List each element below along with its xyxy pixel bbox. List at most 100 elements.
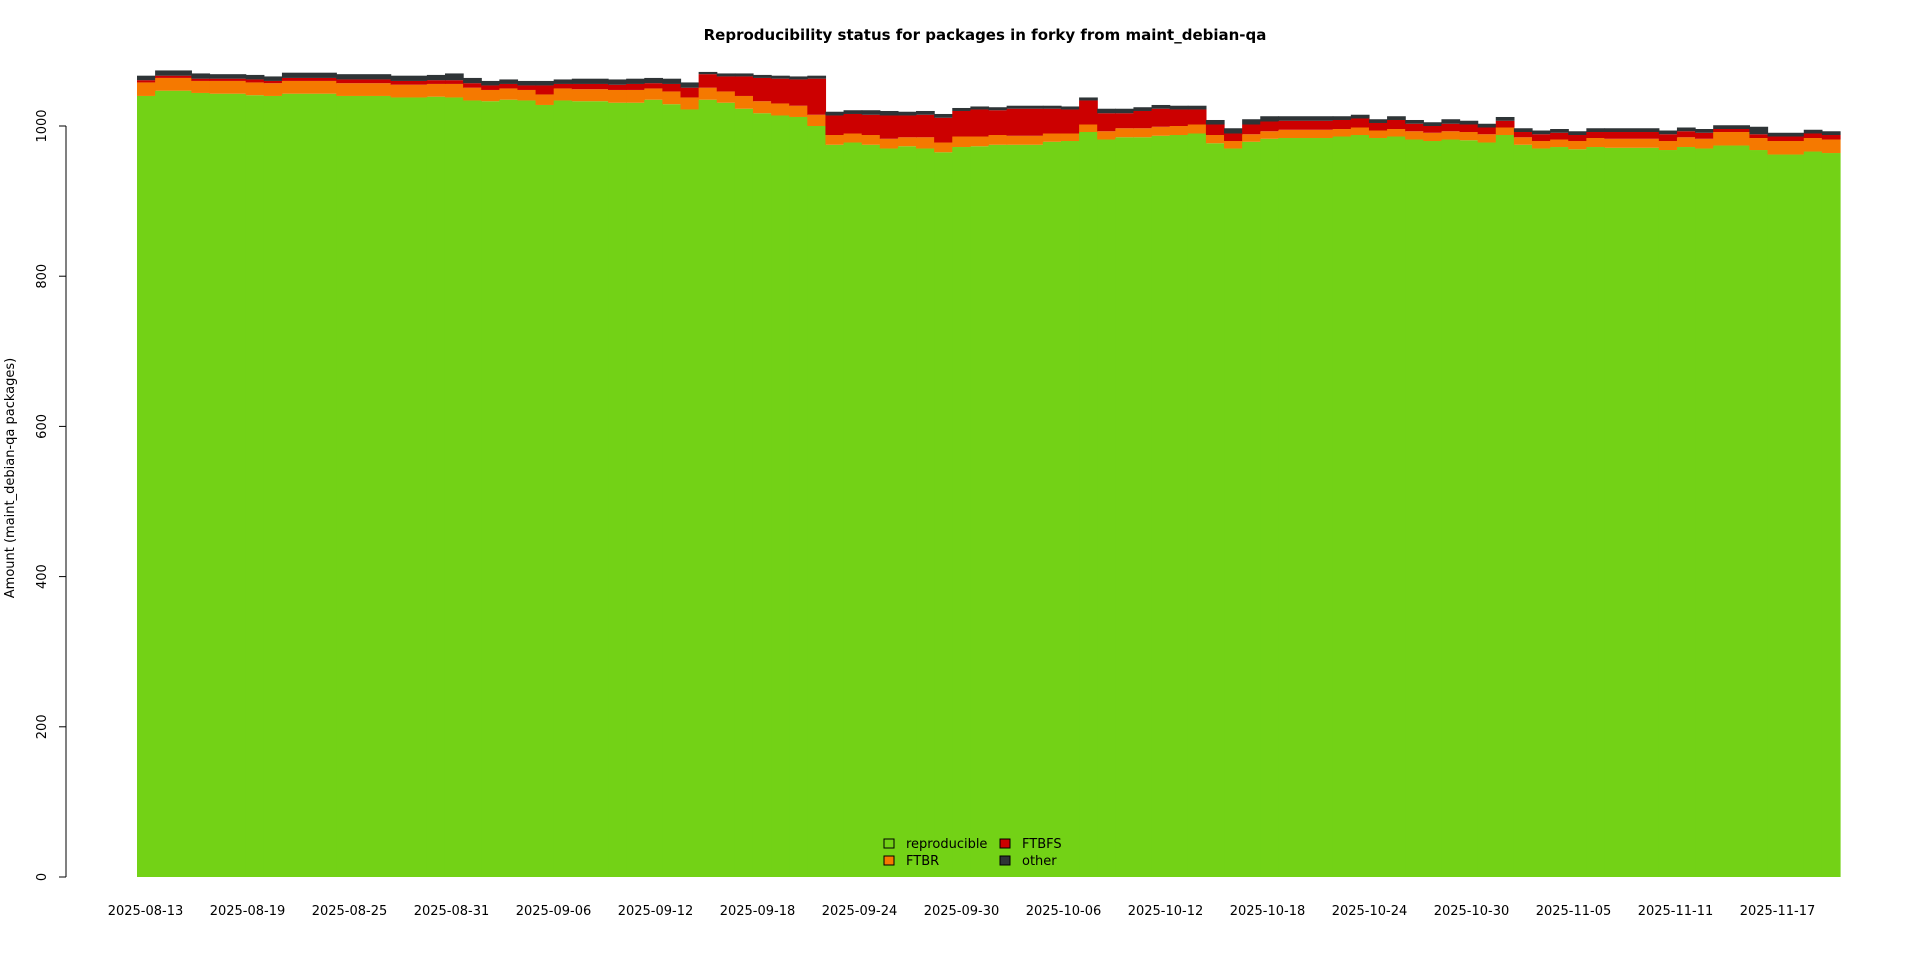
area-segment-other: [1097, 108, 1116, 114]
area-segment-reproducible: [1151, 135, 1171, 877]
area-segment-FTBR: [1151, 126, 1171, 136]
area-segment-FTBFS: [1658, 134, 1678, 142]
area-segment-FTBR: [245, 82, 265, 96]
area-segment-reproducible: [390, 97, 428, 877]
area-segment-FTBR: [336, 83, 392, 96]
area-segment-other: [1532, 130, 1551, 135]
y-tick-label: 1000: [35, 109, 50, 142]
area-segment-FTBFS: [1459, 124, 1479, 133]
area-segment-other: [1459, 120, 1479, 125]
area-segment-FTBR: [481, 89, 500, 102]
area-segment-FTBR: [1532, 141, 1551, 149]
area-segment-FTBFS: [897, 115, 917, 138]
area-segment-reproducible: [897, 146, 917, 877]
area-segment-other: [626, 78, 645, 84]
area-segment-FTBFS: [1568, 135, 1587, 142]
area-segment-FTBFS: [879, 115, 899, 139]
area-segment-reproducible: [662, 104, 682, 878]
area-segment-FTBFS: [1387, 119, 1406, 129]
area-segment-other: [336, 74, 392, 80]
area-segment-reproducible: [716, 102, 736, 878]
area-segment-reproducible: [1477, 142, 1497, 877]
x-tick-label: 2025-10-30: [1434, 904, 1510, 919]
area-segment-reproducible: [1368, 138, 1388, 877]
area-segment-FTBR: [861, 135, 881, 145]
area-segment-FTBR: [1749, 138, 1769, 151]
y-tick-label: 200: [35, 714, 50, 739]
area-segment-FTBFS: [1405, 123, 1424, 132]
area-segment-FTBR: [1350, 127, 1370, 136]
area-segment-FTBR: [1169, 126, 1189, 136]
x-tick-label: 2025-08-19: [210, 904, 286, 919]
area-segment-FTBFS: [1532, 134, 1551, 142]
area-segment-FTBR: [1513, 137, 1533, 145]
area-segment-other: [1803, 129, 1823, 134]
area-segment-FTBFS: [535, 85, 555, 95]
area-segment-FTBFS: [1803, 133, 1823, 139]
area-segment-FTBFS: [553, 83, 573, 89]
area-segment-FTBR: [1387, 129, 1406, 137]
area-segment-FTBFS: [481, 85, 500, 90]
area-segment-other: [1477, 123, 1497, 128]
area-segment-FTBR: [535, 94, 555, 105]
area-segment-FTBR: [499, 88, 519, 100]
area-segment-FTBFS: [1006, 108, 1044, 136]
area-segment-other: [535, 80, 555, 86]
x-tick-label: 2025-09-12: [618, 904, 694, 919]
area-segment-reproducible: [553, 100, 573, 878]
area-segment-reproducible: [1224, 148, 1243, 877]
x-tick-label: 2025-09-18: [720, 904, 796, 919]
area-segment-FTBFS: [336, 79, 392, 84]
area-segment-FTBR: [209, 80, 247, 94]
area-segment-other: [897, 111, 917, 116]
area-segment-reproducible: [263, 95, 283, 877]
area-segment-reproducible: [1006, 144, 1044, 877]
area-segment-FTBFS: [1079, 100, 1098, 125]
legend-swatch-other: [999, 855, 1011, 866]
area-segment-other: [426, 74, 446, 81]
area-segment-FTBFS: [517, 85, 537, 90]
area-segment-other: [716, 73, 736, 77]
area-segment-FTBFS: [1278, 120, 1334, 130]
legend-swatch-FTBR: [883, 855, 895, 866]
area-segment-other: [1387, 116, 1406, 120]
x-tick-label: 2025-10-24: [1332, 904, 1408, 919]
area-segment-other: [843, 110, 863, 114]
area-segment-FTBR: [771, 103, 790, 116]
area-segment-FTBFS: [281, 77, 337, 81]
area-segment-FTBFS: [680, 87, 700, 98]
area-segment-FTBR: [789, 105, 808, 117]
area-segment-other: [771, 75, 790, 79]
area-segment-FTBFS: [263, 80, 283, 84]
area-segment-other: [879, 110, 899, 116]
area-segment-other: [1550, 129, 1569, 133]
area-segment-FTBFS: [1169, 109, 1189, 126]
legend-swatch-FTBFS: [999, 838, 1011, 849]
area-segment-reproducible: [281, 93, 337, 877]
chart-title: Reproducibility status for packages in f…: [704, 26, 1267, 44]
x-tick-label: 2025-11-05: [1536, 904, 1612, 919]
area-segment-FTBR: [1079, 124, 1098, 133]
area-segment-FTBFS: [1495, 120, 1515, 128]
area-segment-reproducible: [1441, 139, 1461, 877]
area-segment-FTBFS: [1133, 110, 1153, 129]
legend-label-other: other: [1022, 854, 1057, 869]
area-segment-other: [390, 75, 428, 81]
area-segment-reproducible: [463, 100, 482, 878]
area-segment-other: [1042, 105, 1062, 109]
area-segment-other: [1405, 119, 1424, 124]
area-segment-FTBFS: [1713, 129, 1751, 132]
area-segment-FTBFS: [825, 115, 845, 136]
area-segment-FTBFS: [155, 75, 192, 78]
area-segment-reproducible: [1169, 135, 1189, 877]
area-segment-FTBR: [191, 80, 211, 93]
area-segment-FTBFS: [771, 78, 790, 104]
area-segment-FTBFS: [1187, 109, 1207, 125]
area-segment-FTBR: [517, 89, 537, 101]
area-segment-other: [209, 74, 247, 79]
area-segment-reproducible: [970, 146, 990, 877]
area-segment-FTBR: [843, 133, 863, 143]
area-segment-FTBFS: [970, 109, 990, 137]
area-segment-FTBR: [1224, 141, 1243, 149]
area-segment-FTBFS: [1513, 132, 1533, 138]
